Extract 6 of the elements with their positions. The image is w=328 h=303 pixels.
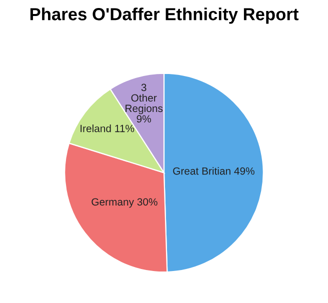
slice-label: 3 Other Regions bbox=[126, 84, 163, 114]
slice-label: Great Britian 49% bbox=[173, 167, 254, 175]
slice-label: Germany 30% bbox=[92, 198, 158, 208]
slice-label: Ireland 11% bbox=[80, 124, 134, 132]
data-label: 9% bbox=[136, 115, 151, 123]
chart-title: Phares O'Daffer Ethnicity Report bbox=[30, 8, 299, 24]
